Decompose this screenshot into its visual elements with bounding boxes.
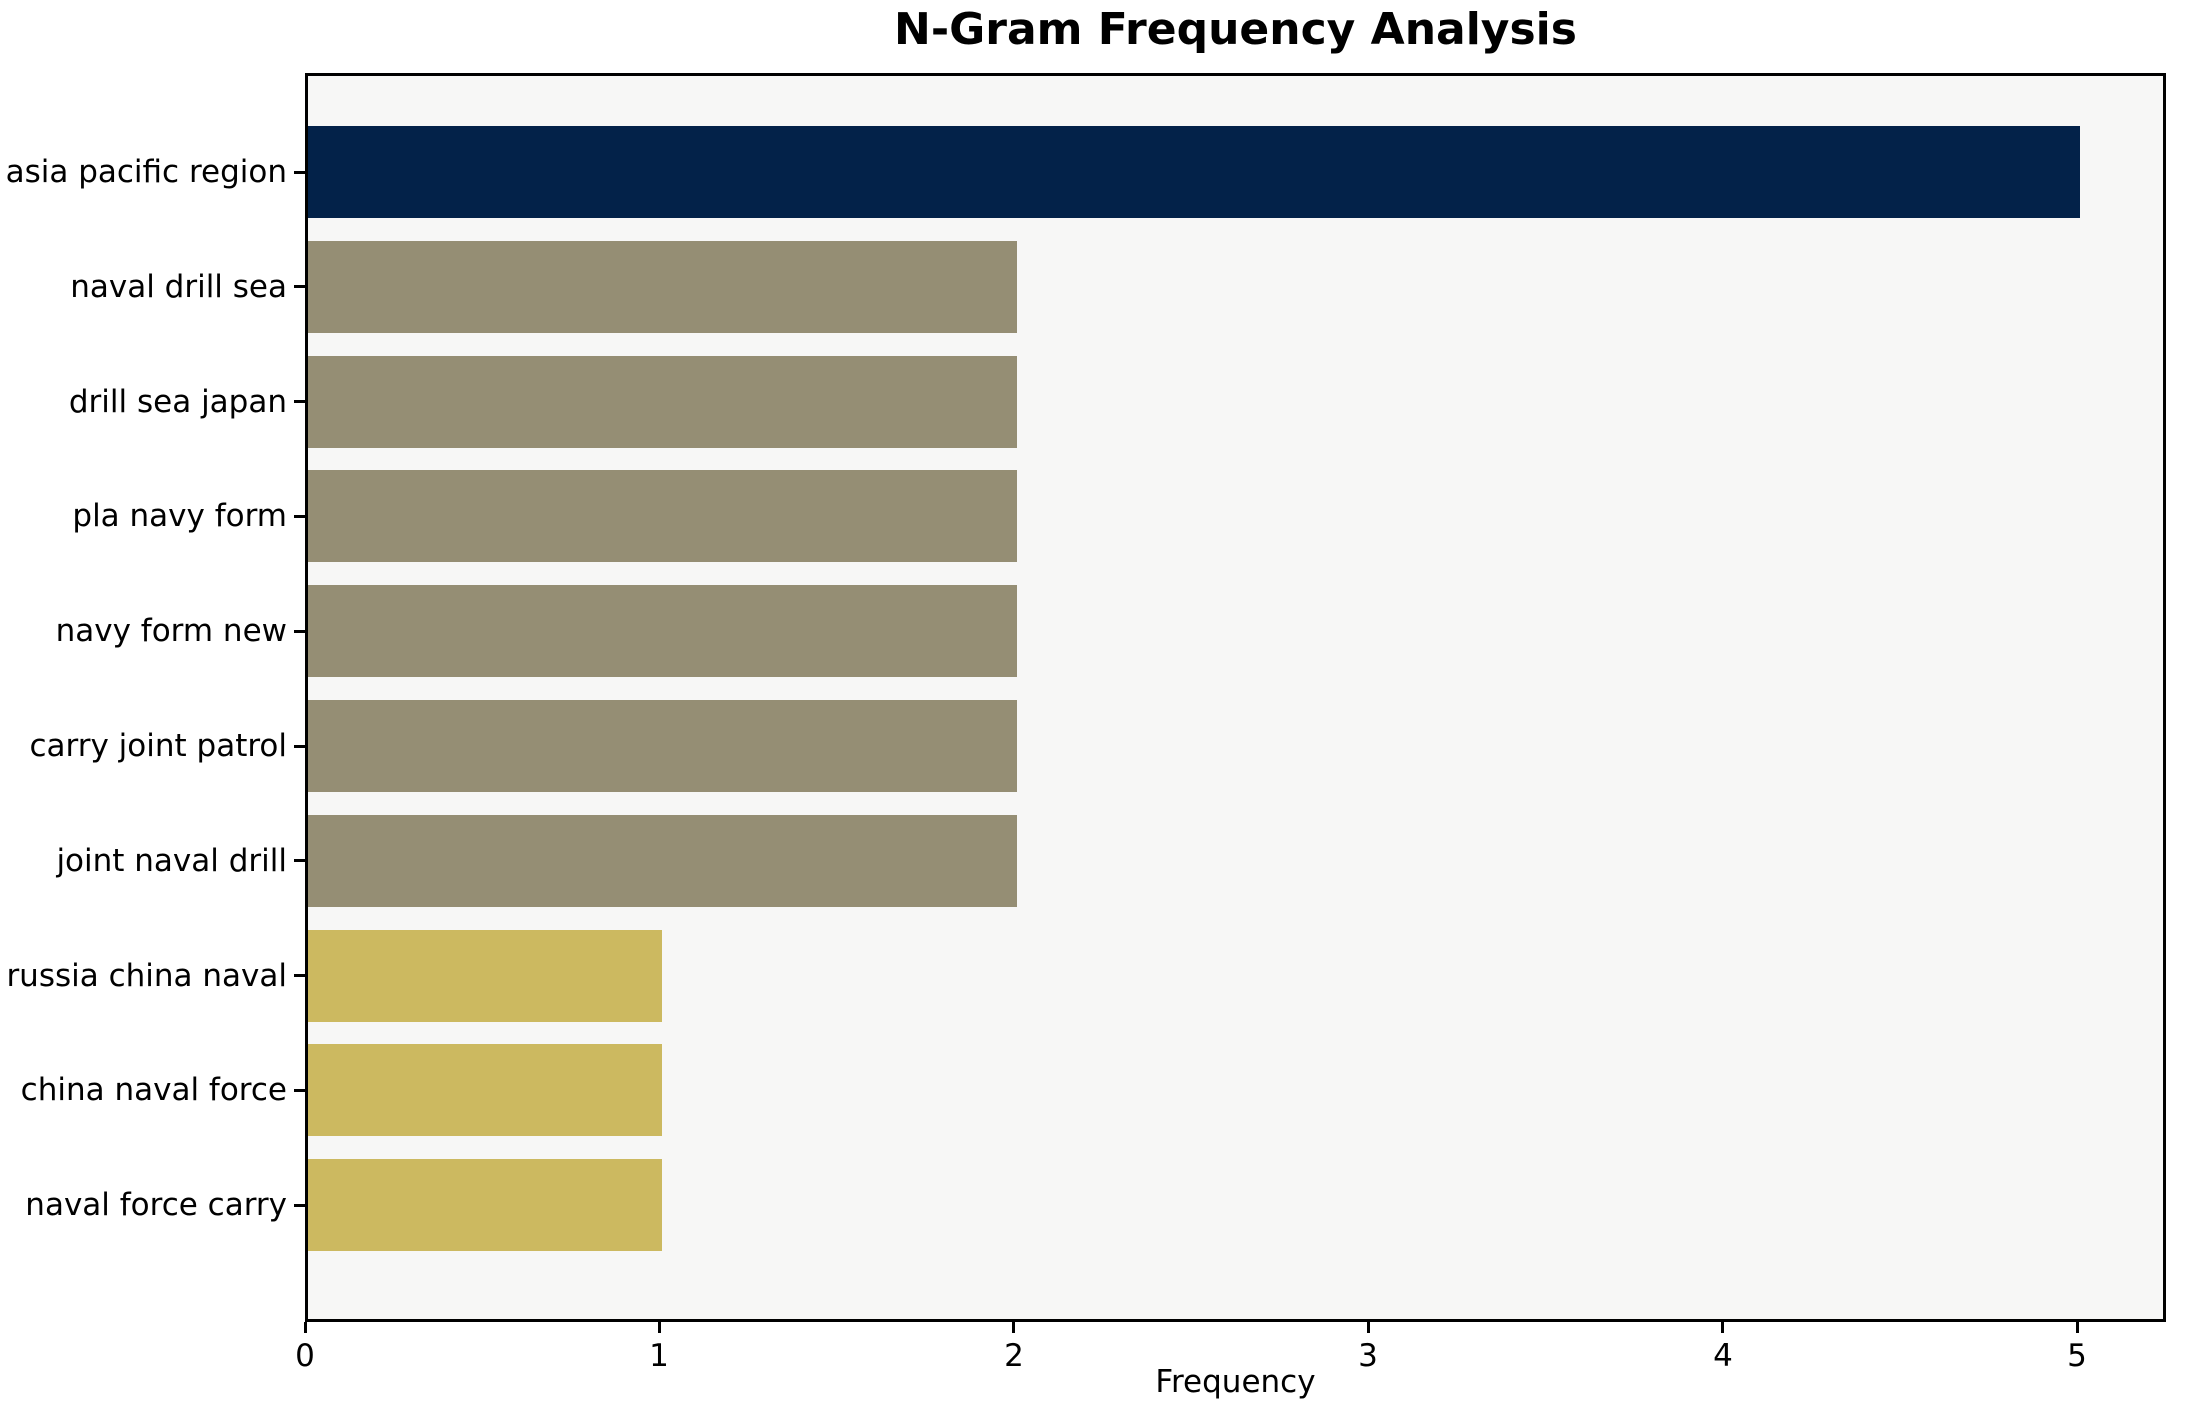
x-axis-tick-label: 0 (295, 1338, 315, 1374)
y-axis-category-label: carry joint patrol (29, 728, 287, 764)
y-axis-category-label: china naval force (20, 1072, 287, 1108)
x-axis-tick-label: 1 (649, 1338, 669, 1374)
x-axis-title: Frequency (1155, 1364, 1316, 1400)
bar (308, 355, 1017, 448)
chart-title: N-Gram Frequency Analysis (894, 4, 1577, 55)
y-axis-tick (294, 515, 305, 518)
y-axis-category-label: naval drill sea (70, 269, 287, 305)
bar (308, 700, 1017, 792)
y-axis-tick (294, 1204, 305, 1207)
x-axis-tick (1367, 1322, 1370, 1333)
y-axis-category-label: naval force carry (25, 1187, 287, 1223)
bar (308, 240, 1017, 333)
y-axis-tick (294, 1089, 305, 1092)
plot-area (305, 73, 2166, 1322)
x-axis-tick-label: 2 (1004, 1338, 1024, 1374)
x-axis-tick-label: 3 (1358, 1338, 1378, 1374)
y-axis-category-label: pla navy form (72, 498, 287, 534)
x-axis-tick (1012, 1322, 1015, 1333)
x-axis-tick-label: 4 (1713, 1338, 1733, 1374)
x-axis-tick-label: 5 (2067, 1338, 2087, 1374)
bar (308, 929, 662, 1022)
x-axis-tick (2076, 1322, 2079, 1333)
y-axis-category-label: navy form new (55, 613, 287, 649)
y-axis-category-label: joint naval drill (56, 843, 287, 879)
y-axis-tick (294, 285, 305, 288)
y-axis-category-label: asia pacific region (5, 154, 287, 190)
y-axis-tick (294, 630, 305, 633)
x-axis-tick (304, 1322, 307, 1333)
y-axis-tick (294, 974, 305, 977)
bar (308, 470, 1017, 563)
bar (308, 126, 2080, 218)
bar (308, 585, 1017, 678)
x-axis-tick (1721, 1322, 1724, 1333)
x-axis-tick (658, 1322, 661, 1333)
y-axis-tick (294, 859, 305, 862)
y-axis-category-label: russia china naval (6, 958, 287, 994)
bar (308, 1044, 662, 1137)
y-axis-tick (294, 171, 305, 174)
y-axis-category-label: drill sea japan (68, 384, 287, 420)
bar (308, 814, 1017, 907)
bar (308, 1159, 662, 1252)
y-axis-tick (294, 745, 305, 748)
y-axis-tick (294, 400, 305, 403)
